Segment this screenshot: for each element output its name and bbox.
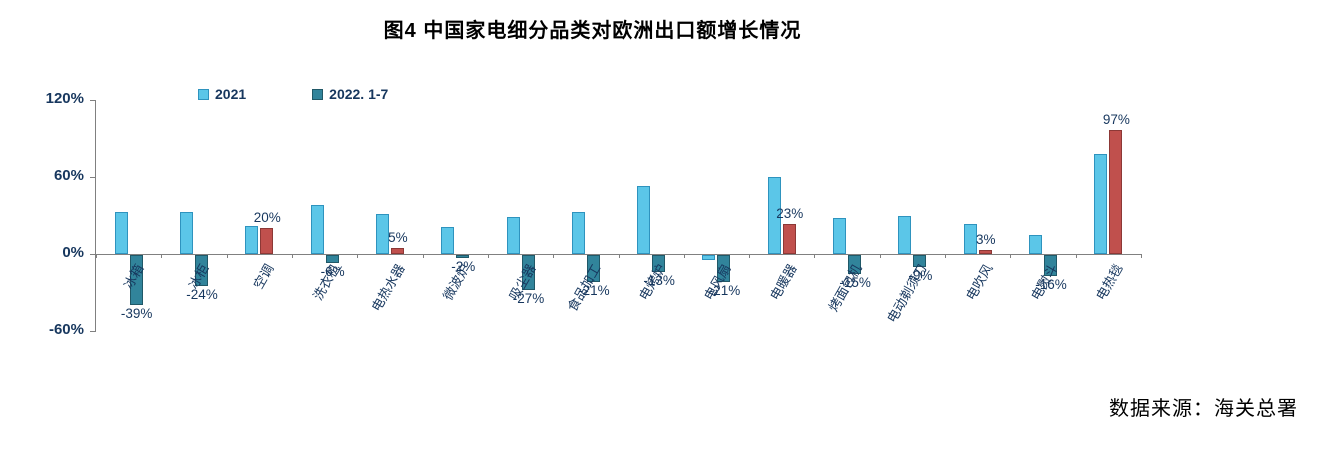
bar-2021 bbox=[506, 216, 520, 254]
category-label: 电热水器 bbox=[368, 261, 408, 315]
y-axis-tick bbox=[90, 177, 96, 178]
plot-area: 120% 60% 0% -60% 冰箱 -39% 冰柜 -24% 空调 20% 洗衣机 -6% 电热水器… bbox=[46, 90, 1142, 338]
value-label: 97% bbox=[1102, 111, 1130, 127]
value-label: -21% bbox=[708, 282, 741, 298]
bar-2021 bbox=[245, 225, 259, 254]
bar-2021 bbox=[767, 177, 781, 254]
value-label: -13% bbox=[643, 272, 675, 288]
x-axis-tick bbox=[553, 254, 555, 258]
bar-2021 bbox=[114, 211, 128, 254]
legend: 2021 2022. 1-7 bbox=[198, 86, 388, 102]
x-axis-tick bbox=[357, 254, 359, 258]
value-label: -16% bbox=[1035, 276, 1067, 292]
value-label: 20% bbox=[253, 210, 281, 226]
value-label: 5% bbox=[388, 229, 408, 245]
bar-2021 bbox=[310, 205, 324, 254]
legend-marker-2021-icon bbox=[198, 88, 209, 100]
bar-2022 bbox=[260, 228, 274, 254]
chart-title: 图4 中国家电细分品类对欧洲出口额增长情况 bbox=[383, 20, 802, 42]
bar-2021 bbox=[702, 255, 716, 261]
category-label: 电热毯 bbox=[1093, 261, 1126, 303]
value-label: -21% bbox=[578, 282, 610, 298]
bar-2022 bbox=[913, 255, 927, 267]
y-axis-label: 0% bbox=[62, 244, 84, 261]
legend-marker-2022-icon bbox=[312, 88, 324, 100]
legend-label-2022: 2022. 1-7 bbox=[329, 86, 389, 102]
value-label: 3% bbox=[975, 232, 996, 248]
bar-2021 bbox=[963, 224, 977, 254]
bar-2021 bbox=[898, 215, 912, 254]
bar-2022 bbox=[717, 255, 731, 282]
value-label: -39% bbox=[120, 306, 153, 322]
y-axis-label: 60% bbox=[53, 167, 84, 184]
y-axis-tick bbox=[90, 100, 96, 101]
value-label: -24% bbox=[186, 286, 218, 302]
bar-2021 bbox=[833, 218, 847, 254]
category-label: 电暖器 bbox=[766, 261, 800, 303]
value-label: -15% bbox=[839, 275, 871, 291]
value-label: 23% bbox=[776, 206, 804, 222]
bar-2021 bbox=[1094, 153, 1108, 254]
bar-2022 bbox=[978, 250, 992, 254]
bar-2022 bbox=[1109, 129, 1123, 254]
x-axis-tick bbox=[945, 254, 947, 258]
value-label: -2% bbox=[451, 258, 476, 274]
bar-2021 bbox=[179, 211, 193, 254]
bar-2022 bbox=[390, 247, 404, 254]
bar-2021 bbox=[637, 185, 651, 254]
x-axis-tick bbox=[226, 254, 228, 258]
value-label: -6% bbox=[320, 263, 345, 279]
legend-item-2021: 2021 bbox=[198, 86, 246, 102]
bar-2022 bbox=[652, 255, 666, 272]
bar-2021 bbox=[441, 227, 455, 254]
bar-2022 bbox=[325, 255, 339, 263]
y-axis-label: -60% bbox=[48, 321, 84, 338]
bar-2021 bbox=[571, 211, 585, 254]
x-axis-tick bbox=[749, 254, 751, 258]
bar-2022 bbox=[194, 255, 208, 286]
x-axis-tick bbox=[814, 254, 816, 258]
bar-2021 bbox=[1029, 234, 1043, 254]
x-axis-tick bbox=[683, 254, 685, 258]
bar-2022 bbox=[129, 255, 143, 306]
x-axis-tick bbox=[1141, 254, 1142, 258]
category-label: 电吹风 bbox=[962, 261, 996, 303]
x-axis-tick bbox=[1075, 254, 1077, 258]
bar-2022 bbox=[521, 255, 535, 290]
bar-2022 bbox=[456, 255, 470, 258]
x-axis-tick bbox=[96, 254, 97, 258]
category-label: 空调 bbox=[250, 261, 277, 292]
bar-2021 bbox=[375, 214, 389, 254]
x-axis-tick bbox=[291, 254, 293, 258]
y-axis-tick bbox=[90, 331, 96, 332]
x-axis-tick bbox=[1010, 254, 1012, 258]
value-label: -9% bbox=[908, 267, 933, 283]
bar-2022 bbox=[848, 255, 862, 275]
y-axis-tick bbox=[90, 254, 96, 255]
y-axis-label: 120% bbox=[45, 90, 84, 107]
x-axis-tick bbox=[879, 254, 881, 258]
legend-item-2022: 2022. 1-7 bbox=[312, 86, 388, 102]
category-label: 冰箱 bbox=[120, 261, 147, 292]
bar-2022 bbox=[1044, 255, 1058, 276]
bar-2022 bbox=[586, 255, 600, 282]
value-label: -27% bbox=[512, 290, 545, 306]
x-axis-tick bbox=[422, 254, 424, 258]
x-axis-tick bbox=[487, 254, 489, 258]
bar-2022 bbox=[782, 224, 796, 254]
data-source: 数据来源：海关总署 bbox=[1109, 398, 1298, 420]
legend-label-2021: 2021 bbox=[215, 86, 247, 102]
x-axis-tick bbox=[161, 254, 163, 258]
x-axis-tick bbox=[618, 254, 620, 258]
